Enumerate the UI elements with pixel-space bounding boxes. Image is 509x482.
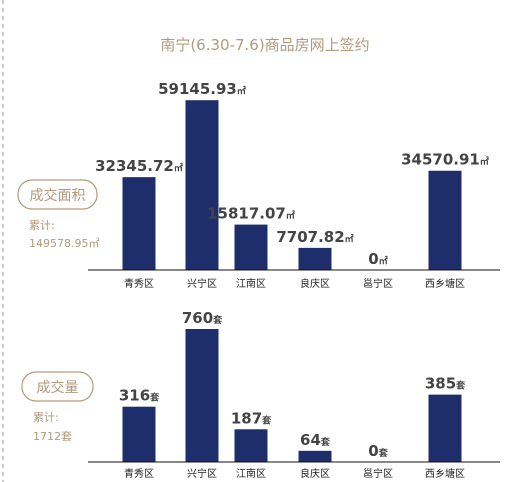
area-badge-label: 成交面积: [30, 187, 86, 204]
volume-bar-3: [298, 450, 332, 462]
area-unit-5: ㎡: [480, 156, 489, 168]
volume-bars: 316套 760套 187套 64套 0套 385套: [119, 309, 466, 462]
area-value-label-5: 34570.91㎡: [401, 151, 489, 169]
area-badge: [17, 179, 98, 210]
area-bar-3: [298, 247, 332, 270]
area-unit-3: ㎡: [345, 233, 354, 245]
volume-badge: [21, 371, 94, 402]
volume-category-label-0: 青秀区: [124, 467, 154, 480]
volume-unit-3: 套: [321, 436, 331, 448]
area-cumulative-label: 累计:: [29, 219, 55, 232]
volume-bar-2: [234, 429, 268, 462]
area-bars: 32345.72㎡ 59145.93㎡ 15817.07㎡ 7707.82㎡ 0㎡ 345…: [95, 80, 489, 270]
volume-category-label-2: 江南区: [236, 467, 266, 480]
area-bar-2: [234, 224, 268, 270]
volume-value-label-4: 0套: [368, 442, 388, 460]
area-value-label-0: 32345.72㎡: [95, 157, 183, 175]
volume-category-label-4: 邕宁区: [363, 467, 393, 480]
volume-value-label-3: 64套: [300, 431, 331, 449]
area-category-label-3: 良庆区: [300, 277, 330, 290]
volume-value-label-5: 385套: [425, 375, 466, 393]
area-unit-1: ㎡: [237, 85, 246, 97]
area-cumulative-value: 149578.95㎡: [29, 237, 100, 250]
area-unit-4: ㎡: [379, 255, 388, 267]
volume-category-labels: 青秀区 兴宁区 江南区 良庆区 邕宁区 西乡塘区: [124, 467, 465, 480]
volume-panel: 成交量 累计: 1712套 316套 760套 187套 64套 0套 385套 青秀区 兴…: [21, 309, 500, 480]
area-value-label-2: 15817.07㎡: [207, 205, 295, 223]
volume-unit-4: 套: [379, 447, 389, 459]
volume-bar-5: [428, 394, 462, 462]
volume-value-label-0: 316套: [119, 387, 160, 405]
area-bar-0: [122, 177, 156, 270]
area-category-label-2: 江南区: [236, 277, 266, 290]
volume-value-label-2: 187套: [231, 409, 272, 427]
volume-value-label-1: 760套: [182, 309, 223, 327]
volume-unit-0: 套: [150, 392, 160, 404]
area-value-label-1: 59145.93㎡: [158, 80, 246, 98]
volume-category-label-5: 西乡塘区: [425, 467, 465, 480]
area-category-label-1: 兴宁区: [187, 277, 217, 290]
volume-badge-label: 成交量: [37, 379, 79, 396]
area-category-label-4: 邕宁区: [363, 277, 393, 290]
area-category-label-0: 青秀区: [124, 277, 154, 290]
volume-cumulative-label: 累计:: [33, 411, 59, 424]
area-panel: 成交面积 累计: 149578.95㎡ 32345.72㎡ 59145.93㎡ 15…: [17, 80, 500, 290]
area-unit-2: ㎡: [286, 210, 295, 222]
area-value-label-4: 0㎡: [368, 250, 387, 268]
chart-title: 南宁(6.30-7.6)商品房网上签约: [160, 36, 369, 54]
area-value-label-3: 7707.82㎡: [276, 228, 353, 246]
volume-category-label-3: 良庆区: [300, 467, 330, 480]
volume-bar-1: [185, 329, 219, 462]
area-category-label-5: 西乡塘区: [425, 277, 465, 290]
area-bar-1: [185, 100, 219, 270]
area-unit-0: ㎡: [174, 162, 183, 174]
volume-unit-2: 套: [262, 414, 272, 426]
volume-bar-0: [122, 406, 156, 462]
volume-category-label-1: 兴宁区: [187, 467, 217, 480]
volume-unit-1: 套: [213, 314, 223, 326]
area-bar-5: [428, 170, 462, 270]
area-category-labels: 青秀区 兴宁区 江南区 良庆区 邕宁区 西乡塘区: [124, 277, 465, 290]
volume-unit-5: 套: [456, 380, 466, 392]
volume-cumulative-value: 1712套: [33, 430, 72, 443]
